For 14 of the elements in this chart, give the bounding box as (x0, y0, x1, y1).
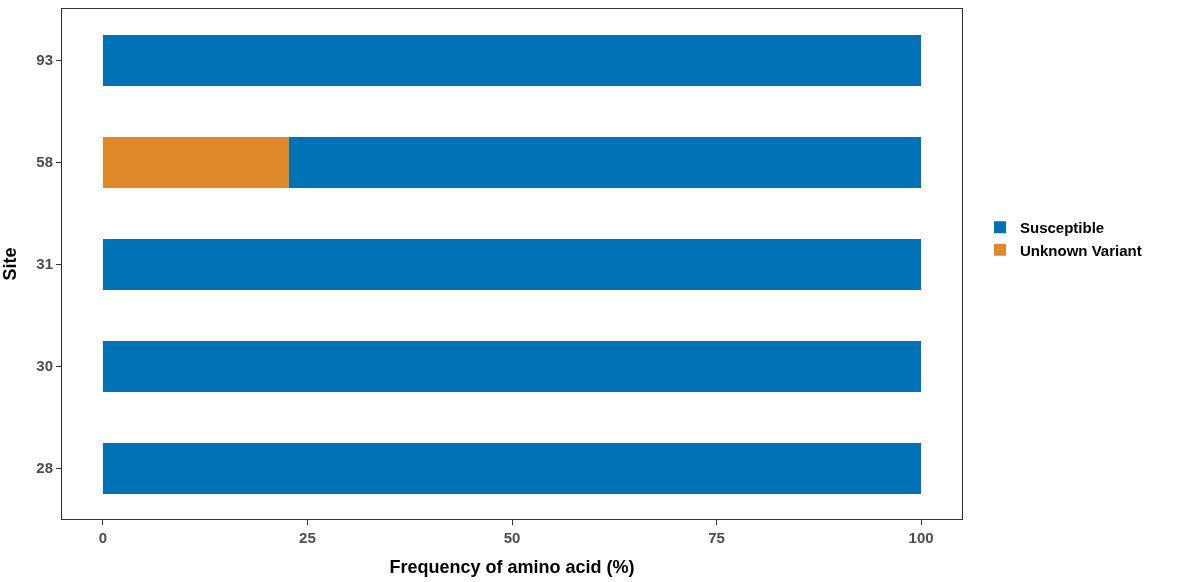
x-tick-label: 75 (708, 529, 725, 546)
x-tick-label: 0 (98, 529, 108, 546)
y-tick-label: 58 (36, 153, 53, 171)
legend-label: Unknown Variant (1020, 241, 1142, 259)
x-axis-title: Frequency of amino acid (%) (389, 557, 635, 578)
x-tick-label: 100 (908, 529, 934, 546)
legend-label: Susceptible (1020, 219, 1105, 237)
y-axis-title: Site (0, 247, 20, 281)
y-tick-label: 28 (36, 459, 53, 477)
x-tick-label: 50 (503, 529, 521, 546)
x-tick-label: 25 (299, 529, 316, 546)
y-tick-label: 93 (36, 51, 53, 69)
y-tick-label: 30 (36, 357, 53, 375)
y-tick-label: 31 (36, 255, 53, 273)
